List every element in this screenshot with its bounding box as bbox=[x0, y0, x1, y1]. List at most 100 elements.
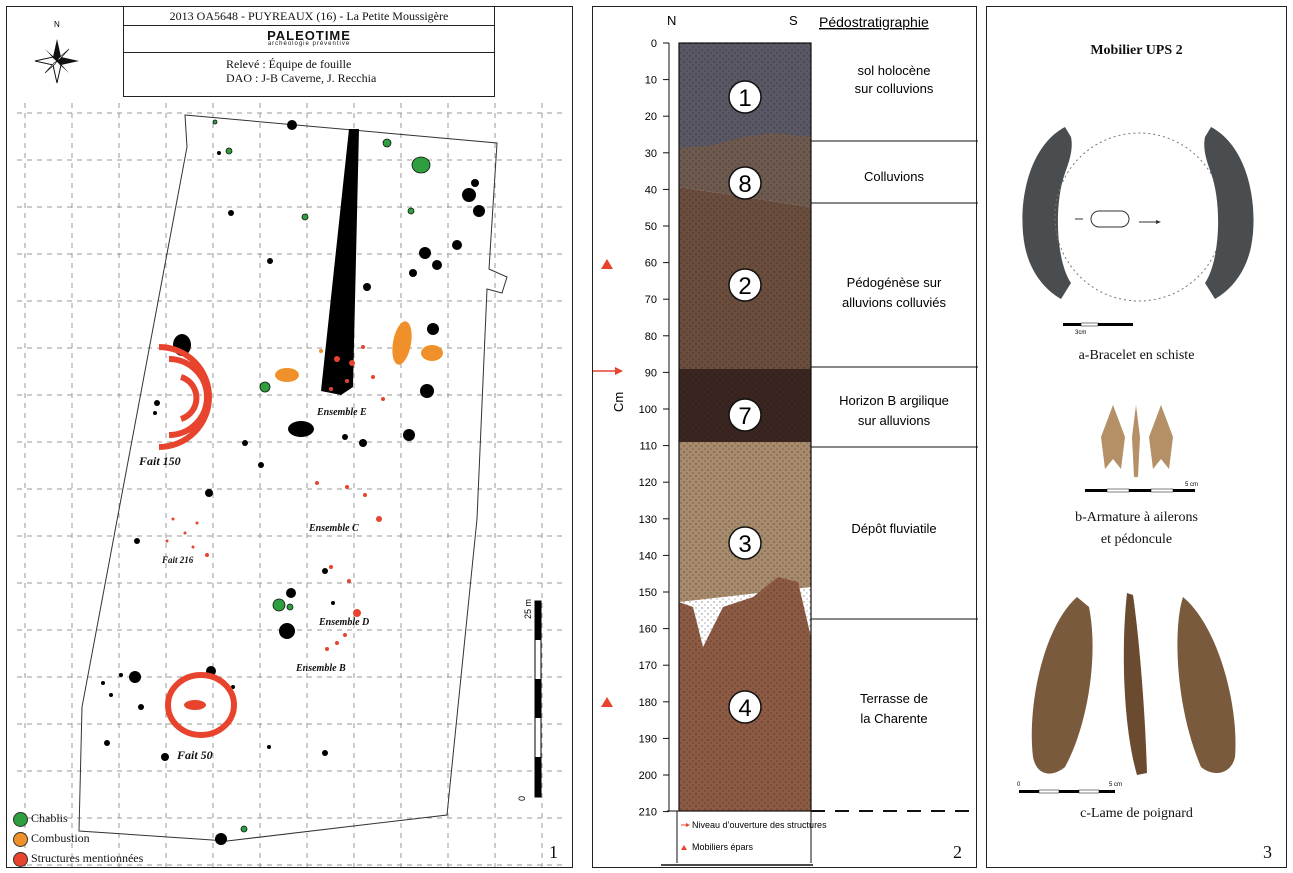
depth-tick-label: 190 bbox=[639, 733, 657, 745]
south-marker: S bbox=[789, 13, 798, 28]
layer-number: 4 bbox=[738, 695, 751, 722]
artefacts-drawing: 3cm 5 cm 0 5 cm bbox=[1017, 127, 1254, 794]
layer-number-circle bbox=[728, 80, 762, 114]
layer-desc-line2: sur colluvions bbox=[855, 81, 934, 96]
combustion-features bbox=[275, 321, 443, 382]
arrow-marker-90 bbox=[593, 367, 623, 375]
artefacts-title: Mobilier UPS 2 bbox=[1090, 43, 1183, 58]
logo: PALEOTIME bbox=[267, 28, 351, 43]
red-points bbox=[165, 345, 385, 651]
ensemble-b-label: Ensemble B bbox=[295, 663, 346, 674]
ensemble-e-label: Ensemble E bbox=[316, 407, 367, 418]
depth-tick-label: 150 bbox=[639, 587, 657, 599]
legend-structures: Structures mentionnées bbox=[13, 851, 143, 867]
grid bbox=[17, 103, 567, 867]
ensemble-d-label: Ensemble D bbox=[318, 617, 369, 628]
scale-label: 25 m bbox=[523, 599, 533, 619]
red-structures bbox=[158, 344, 237, 738]
scale-dagger-label: 5 cm bbox=[1109, 782, 1122, 788]
releve-text: Relevé : Équipe de fouille bbox=[226, 57, 352, 71]
fait150-label: Fait 150 bbox=[138, 454, 181, 468]
depth-tick-label: 30 bbox=[645, 148, 657, 160]
depth-tick-label: 180 bbox=[639, 697, 657, 709]
scale-bracelet bbox=[1063, 322, 1133, 327]
dagger-blade-image bbox=[1031, 593, 1236, 775]
layer-descriptions: sol holocène sur colluvions Colluvions Pédo… bbox=[839, 63, 949, 726]
axis-label: Cm bbox=[611, 392, 626, 412]
depth-tick-label: 0 bbox=[651, 38, 657, 50]
depth-tick-label: 80 bbox=[645, 331, 657, 343]
panel-number-3: 3 bbox=[1263, 842, 1272, 862]
layer-desc-line1: sol holocène bbox=[858, 63, 931, 78]
north-label: N bbox=[54, 20, 60, 29]
layer-number-circle bbox=[728, 166, 762, 200]
depth-tick-label: 90 bbox=[645, 367, 657, 379]
descriptions bbox=[810, 140, 978, 620]
depth-tick-label: 60 bbox=[645, 258, 657, 270]
layer-number: 2 bbox=[738, 273, 751, 300]
layer-number-circle bbox=[728, 268, 762, 302]
panel-number-1: 1 bbox=[549, 842, 558, 862]
pits bbox=[101, 120, 485, 845]
layer-desc-line2: alluvions colluviés bbox=[842, 295, 947, 310]
site-plan-panel: 2013 OA5648 - PUYREAUX (16) - La Petite … bbox=[6, 6, 573, 868]
layer-number-circle bbox=[728, 526, 762, 560]
layer-number: 3 bbox=[738, 531, 751, 558]
scale-zero: 0 bbox=[517, 796, 527, 801]
logo-subtitle: archéologie préventive bbox=[267, 41, 351, 47]
credits: Relevé : Équipe de fouille DAO : J-B Cav… bbox=[124, 53, 494, 85]
site-title: 2013 OA5648 - PUYREAUX (16) - La Petite … bbox=[124, 7, 494, 26]
fait216-label: Fait 216 bbox=[161, 555, 194, 565]
black-trench bbox=[321, 129, 359, 395]
scale-arrowhead-label: 5 cm bbox=[1185, 482, 1198, 488]
depth-tick-label: 140 bbox=[639, 550, 657, 562]
scale-arrowhead bbox=[1085, 488, 1195, 493]
layer-desc-line1: Dépôt fluviatile bbox=[851, 521, 936, 536]
depth-tick-label: 50 bbox=[645, 221, 657, 233]
strat-legend: Niveau d’ouverture des structures Mobili… bbox=[661, 810, 827, 866]
scale-dagger-zero: 0 bbox=[1017, 782, 1021, 788]
fait50-label: Fait 50 bbox=[176, 748, 213, 762]
depth-tick-label: 20 bbox=[645, 111, 657, 123]
layer-desc-line1: Pédogénèse sur bbox=[847, 275, 942, 290]
depth-tick-label: 160 bbox=[639, 624, 657, 636]
north-marker: N bbox=[667, 13, 676, 28]
scale-bracelet-label: 3cm bbox=[1075, 330, 1086, 336]
depth-tick-label: 100 bbox=[639, 404, 657, 416]
layer-number-circle bbox=[728, 690, 762, 724]
layer-numbers: 1 8 2 7 3 4 bbox=[728, 80, 762, 724]
layer-desc-line1: Terrasse de bbox=[860, 691, 928, 706]
depth-tick-label: 120 bbox=[639, 477, 657, 489]
title-cartouche: 2013 OA5648 - PUYREAUX (16) - La Petite … bbox=[123, 7, 495, 97]
chablis-features bbox=[212, 119, 431, 833]
caption-dagger: c-Lame de poignard bbox=[1080, 806, 1193, 821]
arrowhead-image bbox=[1101, 405, 1173, 477]
layer-number: 7 bbox=[738, 403, 751, 430]
layer-number: 1 bbox=[738, 85, 751, 112]
ensemble-c-label: Ensemble C bbox=[308, 523, 359, 534]
caption-bracelet: a-Bracelet en schiste bbox=[1078, 348, 1195, 363]
strat-title: Pédostratigraphie bbox=[819, 14, 929, 30]
layer-number: 8 bbox=[738, 171, 751, 198]
legend-triangle-text: Mobiliers épars bbox=[692, 842, 754, 852]
layer-number-circle bbox=[728, 398, 762, 432]
caption-arrowhead-2: et pédoncule bbox=[1100, 532, 1173, 547]
depth-tick-label: 210 bbox=[639, 807, 657, 819]
excavation-outline bbox=[78, 114, 508, 842]
dao-text: DAO : J-B Caverne, J. Recchia bbox=[226, 71, 377, 85]
panel-number-2: 2 bbox=[953, 842, 962, 862]
stratigraphy-panel: N S Pédostratigraphie 0 10 20 30 40 50 60 70 80 9… bbox=[592, 6, 978, 868]
caption-arrowhead-1: b-Armature à ailerons bbox=[1075, 510, 1198, 525]
depth-tick-label: 40 bbox=[645, 184, 657, 196]
fait50-center bbox=[184, 700, 206, 710]
depth-tick-label: 110 bbox=[639, 441, 657, 453]
stratigraphy-drawing: N S Pédostratigraphie 0 10 20 30 40 50 60 70 80 9… bbox=[593, 13, 978, 866]
depth-tick-label: 70 bbox=[645, 294, 657, 306]
depth-tick-label: 10 bbox=[645, 75, 657, 87]
legend-chablis: Chablis bbox=[13, 811, 68, 827]
layer-desc-line2: sur alluvions bbox=[858, 413, 931, 428]
triangle-marker-60 bbox=[601, 259, 613, 269]
legend-arrow-text: Niveau d’ouverture des structures bbox=[692, 820, 827, 830]
depth-axis: 0 10 20 30 40 50 60 70 80 90 100 110 120 130 140 150 160… bbox=[639, 38, 670, 819]
depth-tick-label: 130 bbox=[639, 514, 657, 526]
